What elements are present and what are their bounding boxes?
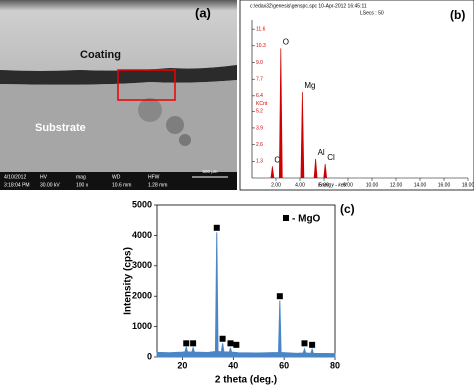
info-value: 30.00 kV bbox=[40, 182, 60, 188]
x-tick-label: 4.00 bbox=[295, 182, 305, 188]
legend-symbol bbox=[283, 215, 289, 221]
x-tick-label: 2.00 bbox=[271, 182, 281, 188]
phase-marker bbox=[183, 340, 190, 347]
x-tick-label: 40 bbox=[228, 360, 238, 370]
x-tick-label: 10.00 bbox=[366, 182, 379, 188]
plot-frame bbox=[156, 204, 336, 358]
info-header: 4/10/2012 bbox=[4, 174, 26, 180]
coating-layer bbox=[0, 0, 237, 71]
scale-label: 500 μm bbox=[202, 169, 217, 174]
peak bbox=[313, 158, 318, 179]
x-tick-label: 60 bbox=[279, 360, 289, 370]
peak bbox=[270, 166, 275, 179]
peak-label: O bbox=[283, 37, 289, 46]
x-tick-label: 12.00 bbox=[390, 182, 403, 188]
panel-label: (b) bbox=[450, 8, 465, 22]
area-line bbox=[156, 232, 336, 358]
panel-label: (c) bbox=[340, 202, 355, 216]
x-axis-label: 2 theta (deg.) bbox=[215, 375, 277, 386]
y-tick-label: 7.7 bbox=[256, 77, 263, 83]
sem-panel: (a) Coating Substrate 4/10/2012 3:18:04 P… bbox=[0, 0, 237, 190]
substrate-label: Substrate bbox=[35, 122, 86, 134]
y-tick-label: 0 bbox=[147, 351, 152, 361]
phase-marker bbox=[190, 340, 197, 347]
peak bbox=[323, 163, 328, 179]
phase-marker bbox=[227, 340, 234, 347]
panel-label: (a) bbox=[195, 5, 211, 20]
x-tick-label: 6.00 bbox=[319, 182, 329, 188]
y-tick-label: 1000 bbox=[132, 321, 152, 331]
x-tick-label: 80 bbox=[330, 360, 340, 370]
info-value: 100 x bbox=[76, 182, 89, 188]
phase-marker bbox=[276, 293, 283, 300]
pore bbox=[166, 116, 184, 134]
info-header: WD bbox=[112, 174, 121, 180]
x-tick-label: 18.00 bbox=[462, 182, 474, 188]
x-tick-label: 20 bbox=[177, 360, 187, 370]
y-tick-label: 3.9 bbox=[256, 125, 263, 131]
substrate-layer bbox=[0, 80, 237, 172]
x-axis-label: Energy - keV bbox=[318, 182, 348, 188]
y-tick-label: 1.3 bbox=[256, 159, 263, 165]
pore bbox=[179, 134, 191, 146]
y-tick-label: 2000 bbox=[132, 291, 152, 301]
y-tick-label: 3000 bbox=[132, 260, 152, 270]
y-axis-label: KCnt bbox=[256, 101, 268, 107]
spectrum-header: c:\edax32\genesis\genspc.spc 10-Apr-2012… bbox=[250, 3, 367, 9]
phase-marker bbox=[309, 341, 316, 348]
pore bbox=[138, 98, 162, 122]
y-tick-label: 5.2 bbox=[256, 109, 263, 115]
x-tick-label: 16.00 bbox=[438, 182, 451, 188]
info-header: mag bbox=[76, 174, 86, 180]
info-value: 3:18:04 PM bbox=[4, 182, 30, 188]
phase-marker bbox=[233, 341, 240, 348]
y-axis-label: Intensity (cps) bbox=[123, 247, 134, 315]
y-tick-label: 6.4 bbox=[256, 93, 263, 99]
legend-label: - MgO bbox=[292, 214, 321, 225]
x-tick-label: 14.00 bbox=[414, 182, 427, 188]
info-bar bbox=[0, 172, 237, 190]
eds-panel bbox=[239, 0, 474, 191]
highlight-box bbox=[117, 69, 176, 101]
peak bbox=[278, 48, 283, 179]
spectrum-subheader: LSecs : 50 bbox=[360, 10, 384, 16]
info-header: HFW bbox=[148, 174, 160, 180]
y-tick-label: 9.0 bbox=[256, 60, 263, 66]
x-tick-label: 8.00 bbox=[343, 182, 353, 188]
phase-marker bbox=[301, 340, 308, 347]
y-tick-label: 11.6 bbox=[256, 26, 266, 32]
phase-marker bbox=[213, 224, 220, 231]
info-value: 1.28 mm bbox=[148, 182, 167, 188]
y-tick-label: 10.3 bbox=[256, 43, 266, 49]
y-tick-label: 5000 bbox=[132, 199, 152, 209]
y-tick-label: 2.6 bbox=[256, 142, 263, 148]
phase-marker bbox=[219, 335, 226, 342]
peak bbox=[300, 92, 305, 179]
peak-label: Al bbox=[318, 148, 325, 157]
info-header: HV bbox=[40, 174, 48, 180]
y-tick-label: 4000 bbox=[132, 230, 152, 240]
info-value: 10.6 mm bbox=[112, 182, 131, 188]
peak-label: C bbox=[274, 156, 280, 165]
peak-label: Cl bbox=[327, 153, 335, 162]
peak-label: Mg bbox=[304, 81, 315, 90]
coating-label: Coating bbox=[80, 49, 121, 61]
